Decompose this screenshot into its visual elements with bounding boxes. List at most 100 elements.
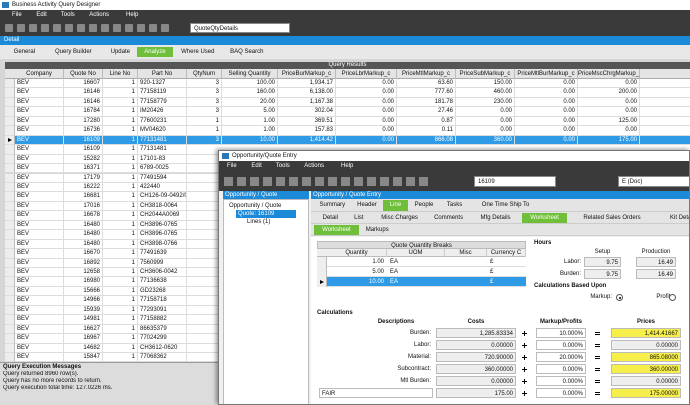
tab[interactable]: Query Builder [54,49,92,55]
toolbar-icon[interactable] [101,24,109,32]
tab[interactable]: General [13,49,36,55]
tab[interactable]: Summary [319,202,346,208]
cost-field[interactable]: 0.00000 [436,340,516,350]
menu-item[interactable]: Tools [275,163,290,169]
column-header[interactable]: PriceBurMarkup_c [278,69,336,79]
currency-select[interactable]: E (Doc) [618,176,689,187]
price-field[interactable]: 1,414.41667 [611,328,681,338]
column-header[interactable]: Selling Quantity [222,69,278,79]
toolbar-icon[interactable] [5,24,13,32]
toolbar-icon[interactable] [276,177,285,186]
column-header[interactable]: Line No [103,69,138,79]
menu-item[interactable]: File [227,163,237,169]
toolbar-icon[interactable] [77,24,85,32]
toolbar-icon[interactable] [354,177,363,186]
toolbar-icon[interactable] [367,177,376,186]
toolbar-icon[interactable] [161,24,169,32]
radio[interactable] [669,294,676,301]
tab[interactable]: Detail [322,215,338,221]
price-field[interactable]: 0.00000 [611,376,681,386]
column-header[interactable]: PriceMtlMarkup_c [397,69,456,79]
toolbar-icon[interactable] [237,177,246,186]
break-row[interactable] [317,267,526,277]
tab[interactable]: Worksheet [522,213,567,223]
menu-item[interactable]: Help [341,163,354,169]
tab[interactable]: Update [110,49,130,55]
toolbar-icon[interactable] [149,24,157,32]
column-header[interactable]: Part No [138,69,187,79]
cost-field[interactable]: 175.00 [436,388,516,398]
tree-item[interactable]: Quote: 16109 [236,210,296,218]
menu-item[interactable]: Tools [60,12,75,18]
tab[interactable]: Related Sales Orders [583,215,641,221]
grid-row[interactable] [5,126,690,136]
toolbar-icon[interactable] [315,177,324,186]
toolbar-icon[interactable] [380,177,389,186]
query-id-input[interactable]: QuoteQtyDetails [190,23,290,33]
markup-field[interactable]: 0.000% [536,376,586,386]
toolbar-icon[interactable] [263,177,272,186]
tab[interactable]: Header [357,202,377,208]
column-header[interactable]: PriceSubMarkup_c [456,69,515,79]
menu-item[interactable]: Actions [89,12,109,18]
markup-field[interactable]: 0.000% [536,388,586,398]
price-field[interactable]: 175.00000 [611,388,681,398]
radio[interactable] [616,294,623,301]
tab[interactable]: Tasks [446,202,463,208]
cost-field[interactable]: 1,285.83334 [436,328,516,338]
tab[interactable]: Line [383,200,408,211]
tab[interactable]: Mfg Details [480,215,511,221]
cost-field[interactable]: 720.90000 [436,352,516,362]
toolbar-icon[interactable] [29,24,37,32]
toolbar-icon[interactable] [250,177,259,186]
menu-item[interactable]: Edit [36,12,47,18]
toolbar-icon[interactable] [419,177,428,186]
toolbar-icon[interactable] [113,24,121,32]
column-header[interactable]: PriceMtlBurMarkup_c [515,69,578,79]
grid-row[interactable] [5,107,690,117]
column-header[interactable]: Company [15,69,64,79]
grid-row[interactable] [5,135,690,146]
toolbar-icon[interactable] [65,24,73,32]
toolbar-icon[interactable] [89,24,97,32]
tab[interactable]: BAQ Search [230,49,264,55]
break-row[interactable] [317,257,526,267]
tab[interactable]: Where Used [181,49,215,55]
tab[interactable]: People [414,202,434,208]
toolbar-icon[interactable] [393,177,402,186]
tab[interactable]: Kit Details [670,215,689,221]
column-header[interactable]: PriceLbrMarkup_c [336,69,397,79]
cost-field[interactable]: 360.00000 [436,364,516,374]
menu-item[interactable]: Edit [251,163,262,169]
markup-field[interactable]: 20.000% [536,352,586,362]
price-field[interactable]: 360.00000 [611,364,681,374]
markup-field[interactable]: 0.000% [536,364,586,374]
tab[interactable]: Markups [365,227,389,233]
markup-field[interactable]: 10.000% [536,328,586,338]
toolbar-icon[interactable] [53,24,61,32]
toolbar-icon[interactable] [328,177,337,186]
toolbar-icon[interactable] [302,177,311,186]
menu-item[interactable]: File [12,12,22,18]
toolbar-icon[interactable] [406,177,415,186]
toolbar-icon[interactable] [341,177,350,186]
toolbar-icon[interactable] [41,24,49,32]
tree-item[interactable]: Lines (1) [247,219,271,225]
grid-row[interactable] [5,88,690,98]
tree-item[interactable]: Opportunity / Quote [229,203,282,209]
price-field[interactable]: 0.00000 [611,340,681,350]
toolbar-icon[interactable] [125,24,133,32]
break-row[interactable] [317,277,526,287]
cost-field[interactable]: 0.00000 [436,376,516,386]
column-header[interactable]: QtyNum [187,69,222,79]
toolbar-icon[interactable] [224,177,233,186]
column-header[interactable]: Quote No [64,69,103,79]
tab[interactable]: One Time Ship To [481,202,530,208]
toolbar-icon[interactable] [17,24,25,32]
tab[interactable]: Analyze [136,47,174,57]
grid-row[interactable] [5,116,690,127]
quote-input[interactable]: 16109 [474,176,556,187]
tab[interactable]: Misc Charges [381,215,418,221]
markup-field[interactable]: 0.000% [536,340,586,350]
toolbar-icon[interactable] [289,177,298,186]
